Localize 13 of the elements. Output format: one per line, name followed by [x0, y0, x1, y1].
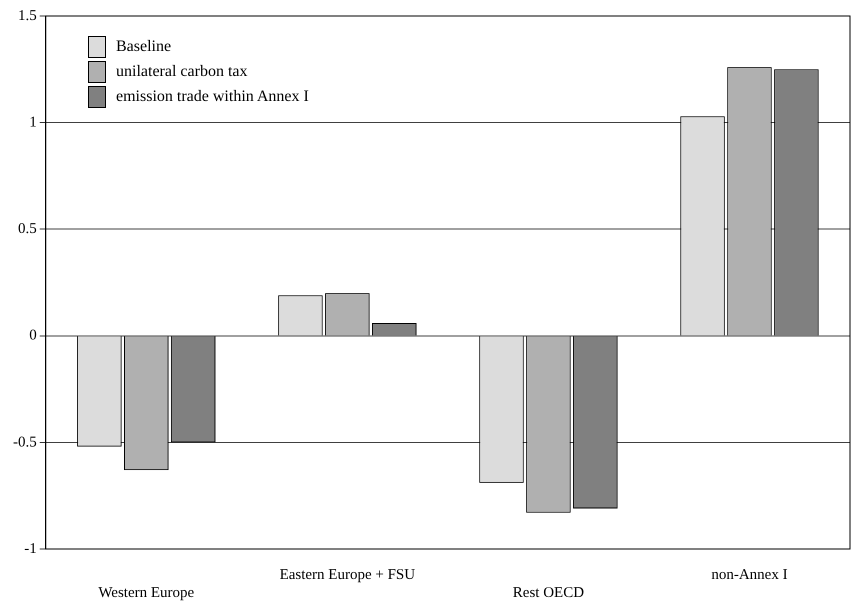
x-tick-label: Rest OECD	[512, 584, 584, 601]
y-tick-label: -0.5	[12, 434, 37, 450]
y-tick-label: 0	[29, 328, 37, 344]
legend-label: Baseline	[116, 38, 172, 56]
legend-label: emission trade within Annex I	[116, 88, 309, 106]
x-tick-label: Western Europe	[98, 584, 195, 601]
x-tick-label: Eastern Europe + FSU	[280, 566, 416, 583]
y-tick-label: 0.5	[18, 221, 37, 238]
y-tick-label: 1	[29, 114, 37, 131]
legend-label: unilateral carbon tax	[116, 62, 248, 80]
y-tick-label: -1	[24, 540, 37, 557]
y-tick-label: 1.5	[18, 8, 37, 24]
x-tick-label: non-Annex I	[711, 566, 788, 583]
